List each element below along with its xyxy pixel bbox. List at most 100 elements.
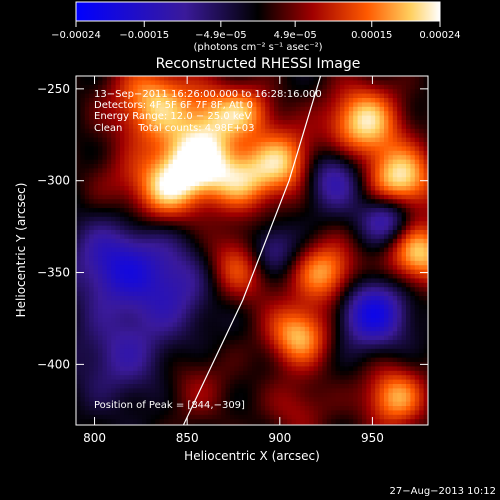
heatmap-cell [93, 216, 99, 222]
heatmap-cell [296, 392, 301, 398]
heatmap-cell [84, 269, 90, 275]
heatmap-cell [150, 76, 156, 81]
heatmap-cell [155, 318, 160, 323]
heatmap-cell [159, 230, 165, 235]
heatmap-cell [340, 203, 345, 209]
heatmap-cell [221, 238, 226, 244]
heatmap-cell [212, 203, 218, 209]
heatmap-cell [120, 309, 125, 314]
heatmap-cell [155, 243, 160, 248]
heatmap-cell [137, 313, 143, 319]
heatmap-cell [159, 296, 165, 301]
heatmap-cell [274, 80, 279, 86]
heatmap-cell [216, 322, 222, 328]
heatmap-cell [340, 340, 345, 345]
heatmap-cell [111, 309, 116, 314]
heatmap-cell [84, 256, 90, 262]
heatmap-cell [265, 164, 270, 169]
heatmap-cell [203, 98, 209, 103]
heatmap-cell [172, 234, 178, 240]
heatmap-cell [203, 291, 209, 297]
heatmap-cell [208, 155, 213, 160]
heatmap-cell [256, 203, 262, 209]
heatmap-cell [80, 326, 86, 332]
heatmap-cell [84, 142, 90, 147]
heatmap-cell [93, 375, 99, 380]
heatmap-cell [278, 256, 284, 262]
heatmap-cell [120, 186, 125, 191]
heatmap-cell [142, 186, 147, 191]
heatmap-cell [168, 164, 174, 169]
heatmap-cell [278, 309, 284, 314]
heatmap-cell [344, 168, 350, 174]
heatmap-cell [80, 194, 86, 200]
heatmap-cell [287, 146, 292, 152]
heatmap-cell [256, 93, 262, 99]
heatmap-cell [164, 177, 169, 182]
heatmap-cell [133, 208, 138, 213]
heatmap-cell [326, 168, 332, 174]
heatmap-cell [172, 203, 178, 209]
heatmap-cell [120, 282, 125, 288]
heatmap-cell [278, 375, 284, 380]
heatmap-cell [300, 238, 306, 244]
heatmap-cell [203, 309, 209, 314]
heatmap-cell [230, 353, 235, 358]
heatmap-cell [322, 291, 328, 297]
heatmap-cell [133, 406, 138, 411]
heatmap-cell [199, 344, 204, 350]
heatmap-cell [194, 221, 200, 226]
heatmap-cell [296, 414, 301, 420]
heatmap-cell [146, 186, 152, 191]
heatmap-cell [142, 274, 147, 279]
heatmap-cell [172, 392, 178, 398]
heatmap-cell [128, 150, 134, 156]
heatmap-cell [203, 348, 209, 354]
heatmap-cell [234, 353, 240, 358]
heatmap-cell [221, 340, 226, 345]
heatmap-cell [168, 252, 174, 257]
heatmap-cell [150, 93, 156, 99]
heatmap-cell [80, 375, 86, 380]
heatmap-cell [344, 190, 350, 196]
heatmap-cell [137, 406, 143, 411]
heatmap-cell [120, 366, 125, 372]
heatmap-cell [304, 379, 310, 385]
heatmap-cell [252, 296, 257, 301]
heatmap-cell [230, 410, 235, 416]
heatmap-cell [120, 238, 125, 244]
heatmap-cell [344, 274, 350, 279]
heatmap-cell [309, 124, 314, 130]
heatmap-cell [221, 190, 226, 196]
heatmap-cell [155, 370, 160, 376]
heatmap-cell [106, 265, 112, 270]
heatmap-cell [106, 379, 112, 385]
heatmap-cell [225, 186, 231, 191]
heatmap-cell [243, 282, 248, 288]
heatmap-cell [260, 247, 266, 253]
heatmap-cell [98, 309, 103, 314]
heatmap-cell [309, 357, 314, 363]
heatmap-cell [291, 89, 297, 94]
heatmap-cell [313, 256, 319, 262]
heatmap-cell [322, 375, 328, 380]
heatmap-cell [252, 234, 257, 240]
heatmap-cell [181, 164, 187, 169]
heatmap-cell [102, 375, 108, 380]
heatmap-cell [150, 318, 156, 323]
heatmap-cell [106, 177, 112, 182]
heatmap-cell [243, 423, 248, 425]
heatmap-cell [172, 155, 178, 160]
heatmap-cell [278, 247, 284, 253]
heatmap-cell [124, 313, 130, 319]
heatmap-cell [98, 238, 103, 244]
heatmap-cell [331, 282, 336, 288]
heatmap-cell [291, 106, 297, 112]
heatmap-cell [150, 274, 156, 279]
heatmap-cell [216, 344, 222, 350]
heatmap-cell [331, 274, 336, 279]
heatmap-cell [190, 414, 196, 420]
heatmap-cell [260, 296, 266, 301]
heatmap-cell [322, 168, 328, 174]
heatmap-cell [137, 260, 143, 266]
